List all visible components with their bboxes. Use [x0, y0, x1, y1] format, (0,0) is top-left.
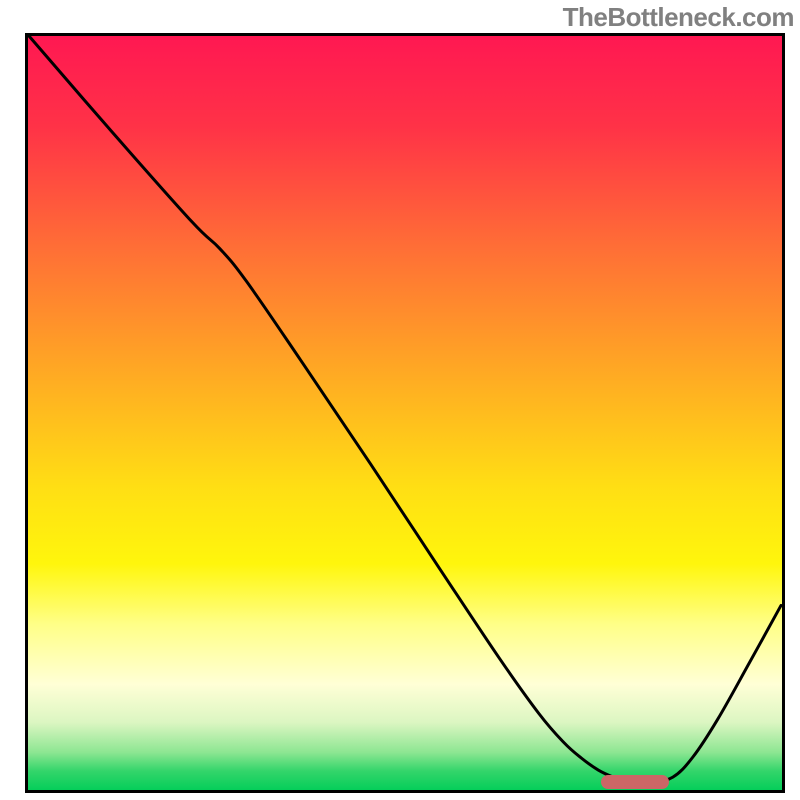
- chart-curve: [28, 36, 782, 790]
- curve-path: [29, 36, 781, 782]
- watermark-text: TheBottleneck.com: [563, 2, 794, 33]
- optimal-marker: [601, 775, 669, 789]
- chart-frame: [25, 33, 785, 793]
